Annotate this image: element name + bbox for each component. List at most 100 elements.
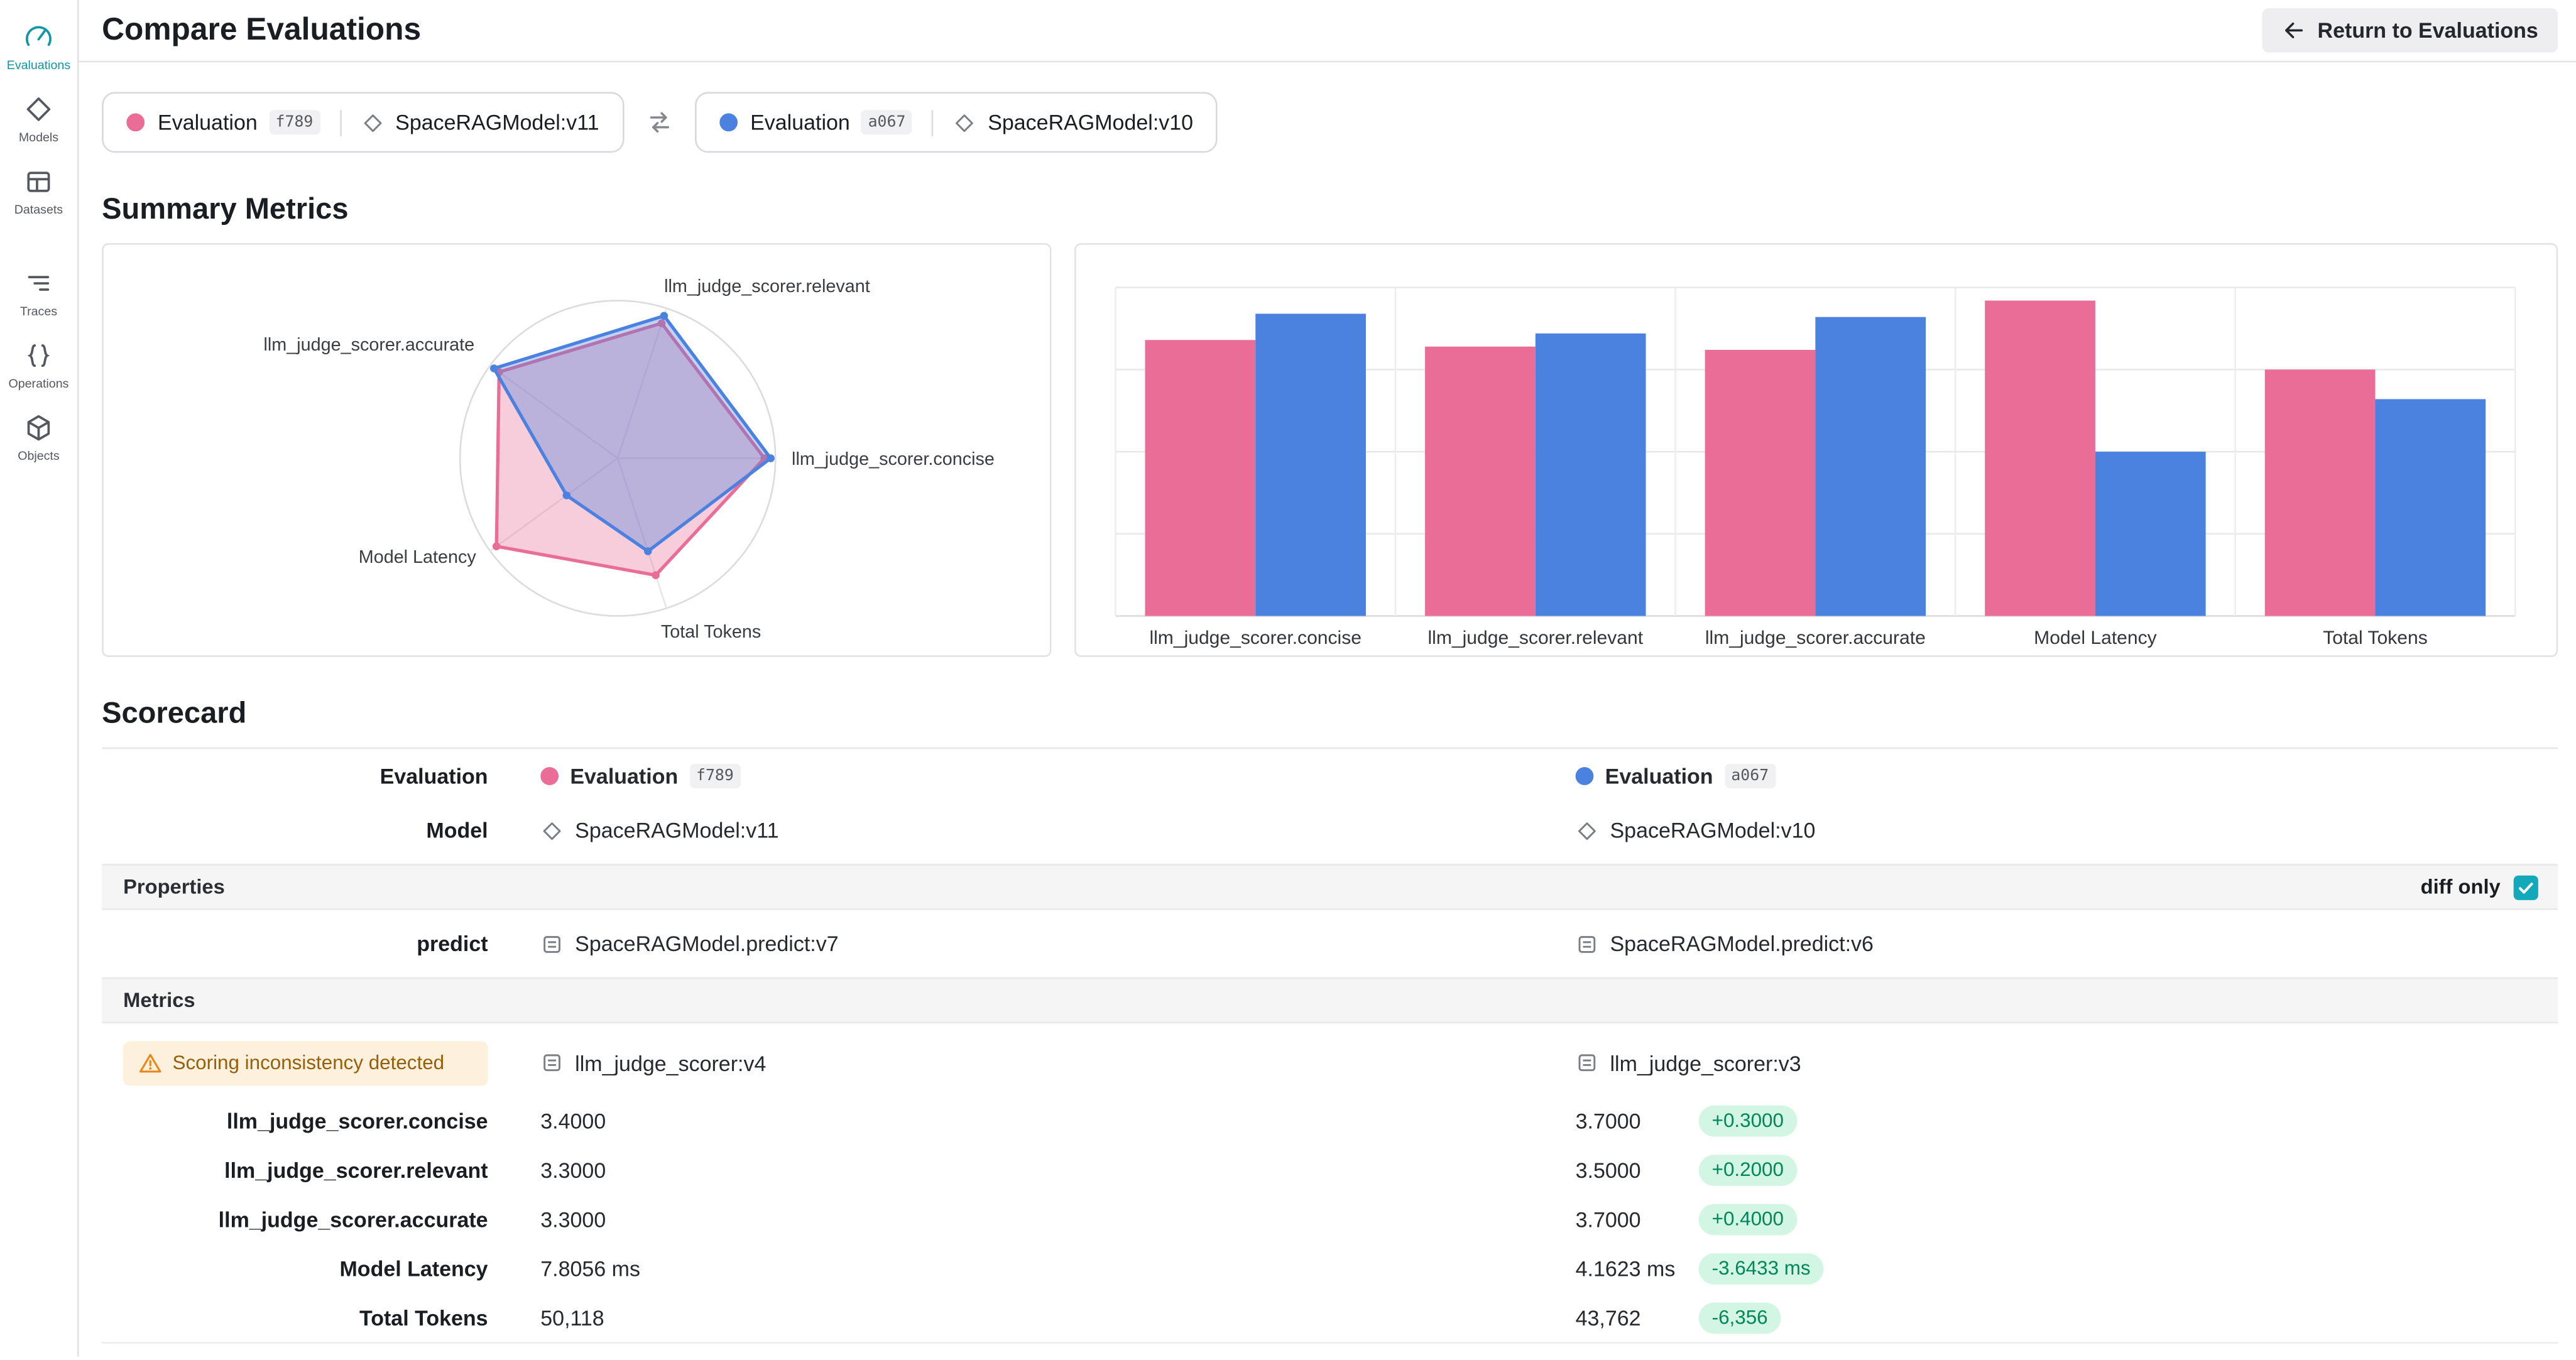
evaluation-cell-left: Evaluation f789 bbox=[488, 763, 1523, 789]
scorecard-row-scorer: Scoring inconsistency detected llm_judge… bbox=[102, 1030, 2558, 1096]
evaluation-pill-right[interactable]: Evaluation a067 SpaceRAGModel:v10 bbox=[694, 92, 1218, 153]
svg-text:Model Latency: Model Latency bbox=[359, 547, 477, 567]
evaluation-cell-right: Evaluation a067 bbox=[1523, 763, 2558, 789]
op-ref[interactable]: SpaceRAGModel.predict:v7 bbox=[540, 932, 839, 956]
sidebar-item-label: Evaluations bbox=[6, 57, 71, 73]
sidebar-item-datasets[interactable]: Datasets bbox=[0, 155, 78, 227]
metric-value-left: 50,118 bbox=[540, 1305, 604, 1330]
op-ref[interactable]: llm_judge_scorer:v3 bbox=[1576, 1050, 1801, 1075]
svg-text:llm_judge_scorer.accurate: llm_judge_scorer.accurate bbox=[1705, 628, 1926, 648]
evaluation-pill-left[interactable]: Evaluation f789 SpaceRAGModel:v11 bbox=[102, 92, 624, 153]
eval-color-dot-pink bbox=[540, 767, 559, 785]
objects-icon bbox=[27, 415, 50, 441]
diff-badge: -3.6433 ms bbox=[1698, 1252, 1824, 1284]
svg-text:llm_judge_scorer.concise: llm_judge_scorer.concise bbox=[792, 449, 995, 469]
op-icon bbox=[1576, 932, 1599, 955]
sidebar-item-label: Operations bbox=[8, 376, 69, 391]
operations-icon bbox=[27, 344, 50, 367]
models-icon bbox=[26, 97, 51, 121]
eval-id-badge: a067 bbox=[1724, 763, 1776, 789]
svg-text:llm_judge_scorer.relevant: llm_judge_scorer.relevant bbox=[1428, 628, 1644, 648]
eval-name: Evaluation bbox=[158, 110, 258, 135]
pill-divider bbox=[932, 109, 934, 136]
op-ref-label: SpaceRAGModel.predict:v6 bbox=[1610, 931, 1874, 956]
metrics-band: Metrics bbox=[102, 977, 2558, 1024]
op-ref[interactable]: llm_judge_scorer:v4 bbox=[540, 1050, 766, 1075]
svg-text:llm_judge_scorer.relevant: llm_judge_scorer.relevant bbox=[664, 276, 870, 296]
warning-icon bbox=[139, 1053, 161, 1072]
scorecard-row-evaluation: Evaluation Evaluation f789 Evaluation a0… bbox=[102, 749, 2558, 803]
model-ref-label: SpaceRAGModel:v10 bbox=[1610, 818, 1816, 843]
evaluation-ref[interactable]: Evaluation a067 bbox=[1575, 763, 1776, 789]
scorecard-row-predict: predict SpaceRAGModel.predict:v7 SpaceRA… bbox=[102, 917, 2558, 971]
scorecard-table: Evaluation Evaluation f789 Evaluation a0… bbox=[102, 747, 2558, 1344]
op-icon bbox=[540, 1051, 564, 1074]
model-ref-label: SpaceRAGModel:v11 bbox=[395, 110, 599, 135]
radar-chart: llm_judge_scorer.relevant llm_judge_score… bbox=[264, 276, 995, 642]
sidebar-item-label: Traces bbox=[19, 303, 58, 319]
page-content: Evaluation f789 SpaceRAGModel:v11 Evalua… bbox=[79, 62, 2576, 1360]
traces-icon bbox=[28, 276, 50, 291]
return-button-label: Return to Evaluations bbox=[2317, 18, 2538, 43]
sidebar-item-label: Objects bbox=[18, 448, 60, 464]
diff-only-checkbox[interactable] bbox=[2513, 874, 2538, 900]
model-icon bbox=[1576, 819, 1599, 842]
svg-text:llm_judge_scorer.concise: llm_judge_scorer.concise bbox=[1149, 628, 1362, 648]
model-ref[interactable]: SpaceRAGModel:v11 bbox=[540, 818, 779, 843]
scorecard-metric-row: Model Latency 7.8056 ms 4.1623 ms -3.643… bbox=[102, 1243, 2558, 1292]
model-ref-label: SpaceRAGModel:v10 bbox=[988, 110, 1194, 135]
metric-label: llm_judge_scorer.concise bbox=[226, 1107, 488, 1133]
metric-value-left: 3.4000 bbox=[540, 1107, 606, 1133]
evaluations-icon bbox=[25, 26, 52, 46]
properties-band: Properties diff only bbox=[102, 864, 2558, 910]
metric-value-left: 3.3000 bbox=[540, 1206, 606, 1231]
metric-label: llm_judge_scorer.accurate bbox=[218, 1206, 488, 1231]
model-ref[interactable]: SpaceRAGModel:v10 bbox=[1576, 818, 1816, 843]
summary-metrics-heading: Summary Metrics bbox=[102, 192, 349, 226]
swap-icon[interactable] bbox=[645, 109, 673, 136]
warning-text: Scoring inconsistency detected bbox=[172, 1051, 445, 1075]
sidebar-item-label: Models bbox=[18, 129, 59, 145]
sidebar-item-objects[interactable]: Objects bbox=[0, 401, 78, 473]
page-header: Compare Evaluations Return to Evaluation… bbox=[79, 0, 2576, 63]
scorecard-metric-row: llm_judge_scorer.accurate 3.3000 3.7000 … bbox=[102, 1194, 2558, 1243]
comparison-selector-row: Evaluation f789 SpaceRAGModel:v11 Evalua… bbox=[102, 92, 2558, 153]
scorecard-metric-row: llm_judge_scorer.concise 3.4000 3.7000 +… bbox=[102, 1096, 2558, 1145]
main-area: Compare Evaluations Return to Evaluation… bbox=[79, 0, 2576, 1357]
scorer-cell-right: llm_judge_scorer:v3 bbox=[1523, 1050, 2558, 1075]
page-title: Compare Evaluations bbox=[102, 12, 422, 47]
check-icon bbox=[2518, 881, 2533, 893]
evaluation-ref[interactable]: Evaluation f789 bbox=[540, 763, 741, 789]
sidebar-item-traces[interactable]: Traces bbox=[0, 256, 78, 329]
model-icon bbox=[953, 111, 976, 134]
row-label: Model bbox=[426, 818, 488, 843]
op-icon bbox=[540, 932, 564, 955]
predict-cell-left: SpaceRAGModel.predict:v7 bbox=[488, 932, 1523, 956]
pill-divider bbox=[339, 109, 341, 136]
eval-id-badge: a067 bbox=[861, 110, 912, 135]
metric-value-right: 3.5000 bbox=[1575, 1157, 1641, 1182]
return-to-evaluations-button[interactable]: Return to Evaluations bbox=[2261, 8, 2558, 53]
model-cell-left: SpaceRAGModel:v11 bbox=[488, 818, 1523, 842]
band-label: Metrics bbox=[123, 989, 195, 1012]
diff-badge: -6,356 bbox=[1698, 1302, 1781, 1333]
model-cell-right: SpaceRAGModel:v10 bbox=[1523, 818, 2558, 842]
row-label: predict bbox=[417, 931, 488, 956]
sidebar-item-evaluations[interactable]: Evaluations bbox=[0, 10, 78, 82]
op-ref-label: llm_judge_scorer:v3 bbox=[1610, 1050, 1801, 1075]
diff-badge: +0.3000 bbox=[1698, 1104, 1797, 1136]
sidebar-item-label: Datasets bbox=[14, 202, 63, 217]
sidebar: Evaluations Models Datasets Traces Opera… bbox=[0, 0, 79, 1357]
bar-chart: llm_judge_scorer.concise llm_judge_scorer… bbox=[1115, 286, 2516, 648]
sidebar-item-models[interactable]: Models bbox=[0, 82, 78, 155]
scoring-inconsistency-warning: Scoring inconsistency detected bbox=[123, 1040, 488, 1085]
metric-value-left: 7.8056 ms bbox=[540, 1256, 640, 1281]
scorer-cell-left: llm_judge_scorer:v4 bbox=[488, 1050, 1523, 1075]
op-ref[interactable]: SpaceRAGModel.predict:v6 bbox=[1576, 932, 1874, 956]
metric-label: Model Latency bbox=[339, 1256, 488, 1281]
svg-text:Model Latency: Model Latency bbox=[2034, 628, 2157, 648]
op-ref-label: llm_judge_scorer:v4 bbox=[575, 1050, 767, 1075]
model-ref-label: SpaceRAGModel:v11 bbox=[575, 818, 779, 843]
sidebar-item-operations[interactable]: Operations bbox=[0, 329, 78, 401]
diff-badge: +0.2000 bbox=[1698, 1153, 1797, 1185]
